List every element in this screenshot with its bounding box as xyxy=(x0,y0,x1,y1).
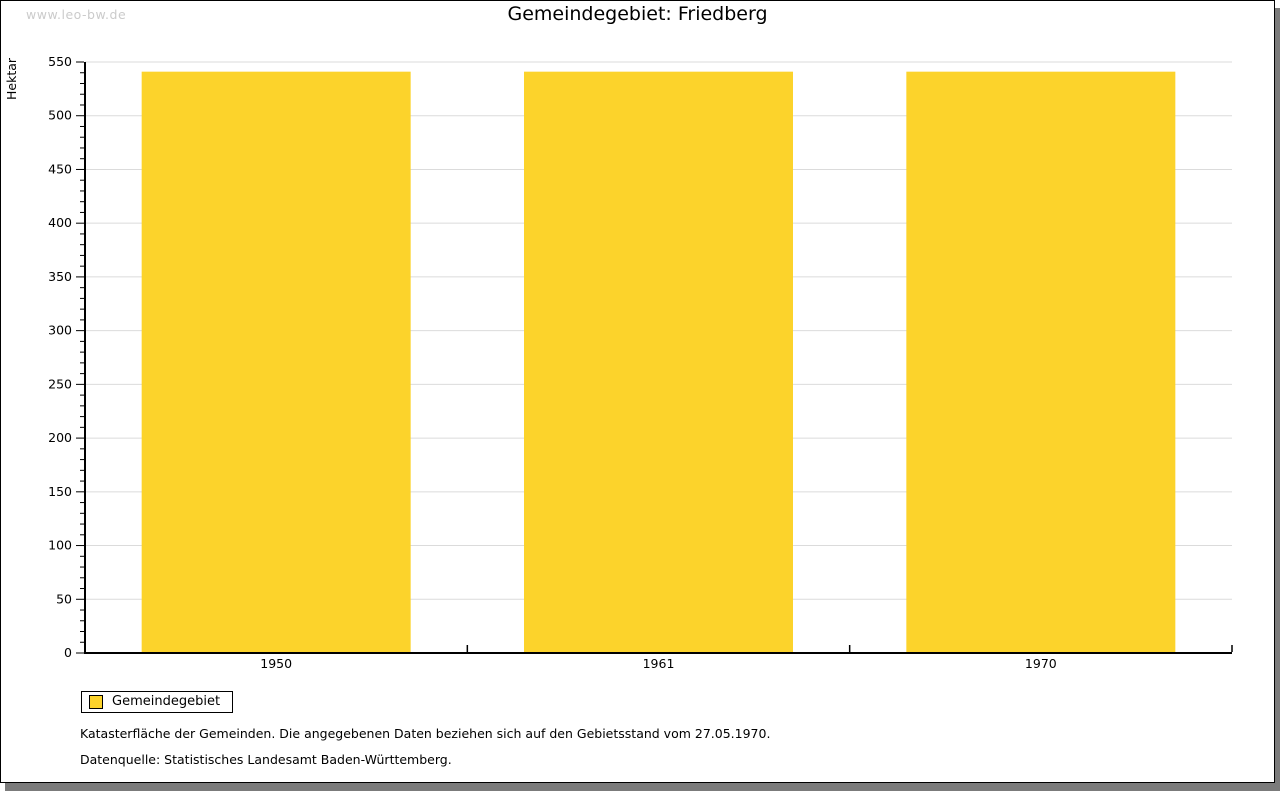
y-tick-label: 100 xyxy=(48,538,72,553)
legend: Gemeindegebiet xyxy=(81,691,233,713)
x-tick-label: 1970 xyxy=(1025,656,1057,671)
bar-1970 xyxy=(906,71,1176,654)
y-tick-label: 300 xyxy=(48,323,72,338)
y-tick-label: 500 xyxy=(48,108,72,123)
chart-title: Gemeindegebiet: Friedberg xyxy=(507,3,768,25)
y-tick-label: 0 xyxy=(64,645,72,660)
legend-color-swatch xyxy=(89,695,103,709)
bar-1961 xyxy=(524,71,793,654)
y-tick-label: 50 xyxy=(56,591,72,606)
bar-1950 xyxy=(141,71,411,654)
y-tick-label: 150 xyxy=(48,484,72,499)
y-tick-label: 450 xyxy=(48,161,72,176)
legend-label: Gemeindegebiet xyxy=(112,694,221,709)
x-tick-label: 1950 xyxy=(260,656,292,671)
footnote-datasource: Datenquelle: Statistisches Landesamt Bad… xyxy=(80,752,452,767)
y-tick-label: 200 xyxy=(48,430,72,445)
y-tick-label: 250 xyxy=(48,376,72,391)
watermark: www.leo-bw.de xyxy=(26,7,127,22)
y-tick-label: 400 xyxy=(48,215,72,230)
x-tick-label: 1961 xyxy=(643,656,675,671)
y-tick-label: 550 xyxy=(48,54,72,69)
footnote-note: Katasterfläche der Gemeinden. Die angege… xyxy=(80,726,771,741)
bar-chart: 0 50 100 150 200 250 300 350 400 450 500 550 1950 196… xyxy=(48,54,1233,671)
y-tick-label: 350 xyxy=(48,269,72,284)
